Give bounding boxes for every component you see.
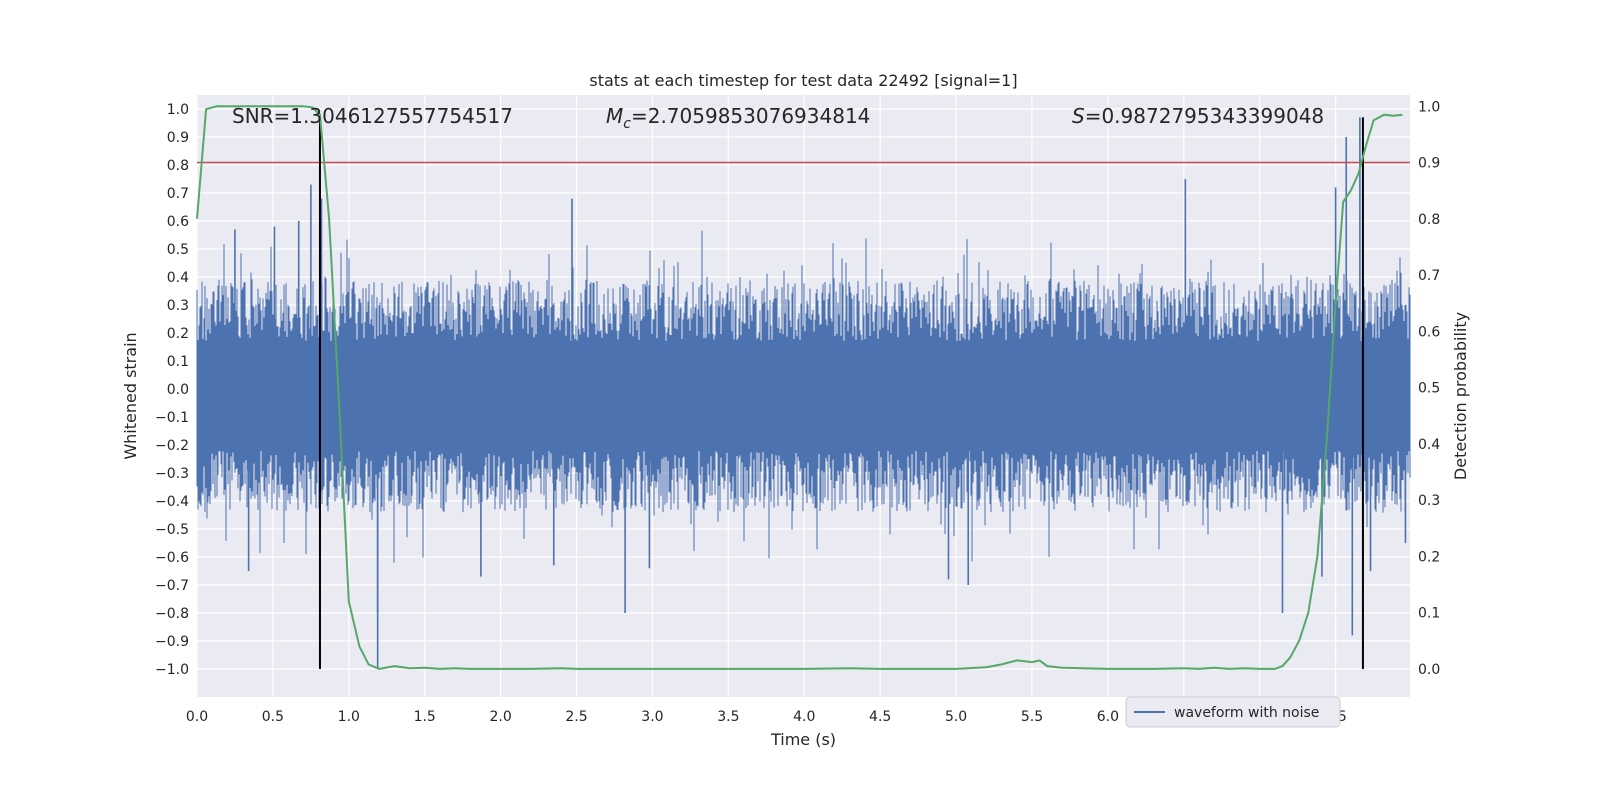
s-value: =0.9872795343399048 — [1085, 104, 1324, 128]
chart-title: stats at each timestep for test data 224… — [589, 71, 1017, 90]
y-axis-label: Whitened strain — [121, 332, 140, 459]
x-axis-label: Time (s) — [770, 730, 836, 749]
mc-symbol: M — [606, 104, 623, 128]
legend: waveform with noise — [1125, 696, 1341, 728]
s-annotation: S=0.9872795343399048 — [1072, 104, 1324, 128]
y-tick-label: −0.5 — [155, 522, 189, 538]
x-tick-label: 6.0 — [1097, 709, 1119, 725]
mc-value: =2.7059853076934814 — [631, 104, 870, 128]
waveform-noise-band — [196, 230, 1411, 563]
x-tick-label: 5.0 — [945, 709, 967, 725]
vertical-markers — [318, 117, 1364, 669]
y-tick-label: 0.5 — [167, 242, 189, 258]
legend-label: waveform with noise — [1174, 705, 1319, 721]
x-tick-label: 4.5 — [869, 709, 891, 725]
y2-tick-label: 0.6 — [1418, 324, 1440, 340]
probability-series — [196, 105, 1403, 670]
y-tick-label: −0.4 — [155, 494, 189, 510]
y-tick-label: 0.0 — [167, 382, 189, 398]
y2-tick-label: 0.2 — [1418, 549, 1440, 565]
y2-tick-label: 0.4 — [1418, 437, 1440, 453]
waveform-series — [196, 117, 1411, 669]
y-tick-label: 0.3 — [167, 298, 189, 314]
x-tick-label: 4.0 — [793, 709, 815, 725]
y2-tick-label: 0.9 — [1418, 156, 1440, 172]
y-tick-label: 1.0 — [167, 102, 189, 118]
y-tick-label: −0.6 — [155, 550, 189, 566]
y2-tick-label: 0.7 — [1418, 268, 1440, 284]
y-tick-label: 0.1 — [167, 354, 189, 370]
mc-subscript: c — [623, 116, 631, 132]
y-tick-labels: 1.0 0.9 0.8 0.7 0.6 0.5 0.4 0.3 0.2 0.1 0.0 −0.1 −0.… — [155, 102, 189, 678]
x-tick-label: 3.5 — [717, 709, 739, 725]
y2-tick-label: 0.3 — [1418, 493, 1440, 509]
y-tick-label: −0.9 — [155, 634, 189, 650]
y-tick-label: −0.1 — [155, 410, 189, 426]
legend-box — [1125, 696, 1341, 728]
y2-tick-label: 0.1 — [1418, 606, 1440, 622]
x-tick-label: 2.0 — [489, 709, 511, 725]
x-tick-label: 1.5 — [414, 709, 436, 725]
y2-tick-label: 0.0 — [1418, 662, 1440, 678]
y-tick-label: 0.2 — [167, 326, 189, 342]
y2-tick-label: 0.5 — [1418, 381, 1440, 397]
x-tick-label: 3.0 — [641, 709, 663, 725]
y2-axis-label: Detection probability — [1451, 312, 1470, 480]
y-tick-label: 0.9 — [167, 130, 189, 146]
s-symbol: S — [1072, 104, 1085, 128]
y-tick-label: 0.6 — [167, 214, 189, 230]
y-tick-label: 0.7 — [167, 186, 189, 202]
x-tick-label: 2.5 — [565, 709, 587, 725]
y-tick-label: 0.8 — [167, 158, 189, 174]
x-tick-label: 1.0 — [338, 709, 360, 725]
snr-annotation: SNR=1.3046127557754517 — [232, 104, 513, 128]
x-tick-label: 5.5 — [1021, 709, 1043, 725]
y2-tick-labels: 1.0 0.9 0.8 0.7 0.6 0.5 0.4 0.3 0.2 0.1 0.0 — [1418, 99, 1440, 678]
y-tick-label: −1.0 — [155, 662, 189, 678]
y-tick-label: −0.8 — [155, 606, 189, 622]
y-tick-label: −0.2 — [155, 438, 189, 454]
y-tick-label: −0.7 — [155, 578, 189, 594]
y2-tick-label: 0.8 — [1418, 212, 1440, 228]
x-tick-label: 0.0 — [186, 709, 208, 725]
mc-annotation: Mc=2.7059853076934814 — [606, 104, 870, 132]
probability-line — [196, 105, 1403, 670]
x-tick-label: 0.5 — [262, 709, 284, 725]
y-tick-label: −0.3 — [155, 466, 189, 482]
y2-tick-label: 1.0 — [1418, 99, 1440, 115]
y-tick-label: 0.4 — [167, 270, 189, 286]
